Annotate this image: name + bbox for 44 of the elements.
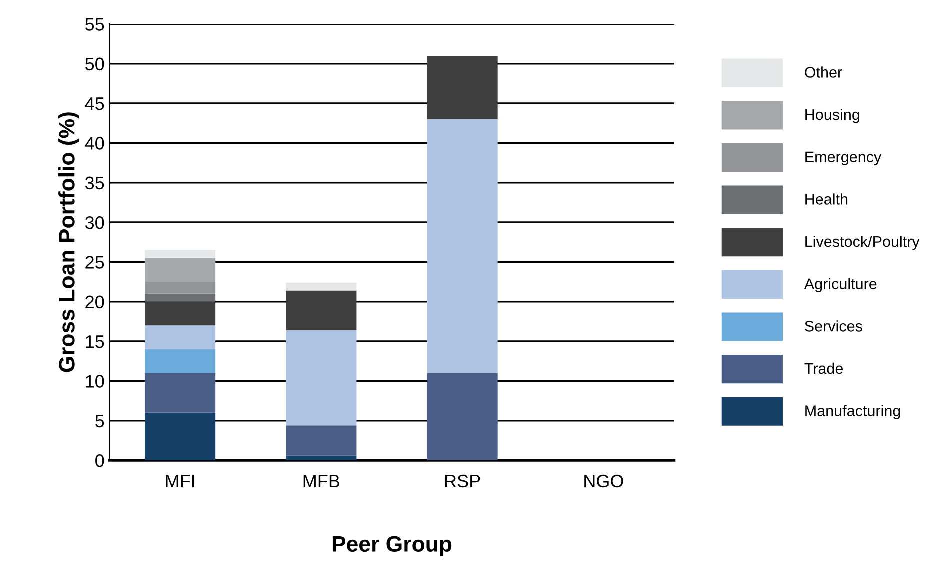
legend-label: Manufacturing — [806, 405, 900, 420]
legend-label: Trade — [804, 362, 844, 374]
x-tick-label: RSP — [445, 474, 480, 488]
x-tick-label: NGO — [584, 474, 624, 488]
bar — [427, 373, 498, 461]
bar — [145, 412, 216, 461]
bar — [286, 426, 357, 456]
bar — [145, 294, 216, 302]
bar — [286, 290, 357, 330]
x-axis-title: Peer Group — [332, 536, 452, 556]
legend-label: Emergency — [806, 152, 882, 166]
y-tick-label: 55 — [86, 18, 104, 31]
bar — [145, 326, 216, 350]
y-tick-label: 15 — [86, 336, 104, 348]
y-tick-label: 45 — [85, 98, 104, 110]
legend-label: Housing — [806, 109, 860, 124]
y-tick-label: 30 — [85, 216, 104, 230]
x-tick-label: MFI — [166, 475, 194, 488]
y-tick-label: 10 — [86, 375, 104, 388]
y-tick-label: 50 — [86, 58, 104, 71]
bar — [286, 456, 357, 461]
bar — [427, 119, 498, 374]
bar — [145, 258, 216, 282]
legend-label: Services — [805, 320, 862, 332]
bar — [286, 330, 357, 426]
bar — [145, 282, 216, 294]
bar — [145, 373, 216, 413]
legend-label: Agriculture — [804, 278, 877, 293]
y-tick-label: 20 — [86, 296, 104, 309]
bar — [286, 282, 357, 291]
legend-label: Livestock/Poultry — [806, 236, 920, 250]
y-axis-title: Gross Loan Portfolio (%) — [58, 112, 80, 372]
bar — [145, 250, 216, 258]
bar — [145, 302, 216, 326]
bar — [427, 56, 498, 120]
y-tick-label: 0 — [96, 454, 104, 468]
bar — [145, 349, 216, 374]
y-tick-label: 5 — [96, 414, 104, 428]
x-tick-label: MFB — [304, 475, 340, 488]
legend-label: Other — [805, 66, 842, 78]
y-tick-label: 35 — [85, 176, 104, 190]
legend-label: Health — [806, 194, 848, 205]
y-tick-label: 25 — [86, 256, 104, 269]
y-tick-label: 40 — [85, 137, 104, 150]
